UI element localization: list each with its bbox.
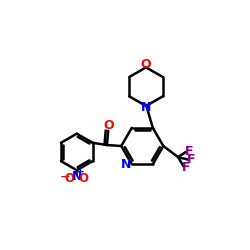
Text: O: O [64, 172, 74, 185]
Text: F: F [182, 160, 191, 173]
Text: −: − [60, 171, 70, 184]
Text: F: F [187, 153, 196, 166]
Text: O: O [79, 172, 89, 185]
Text: N: N [141, 102, 151, 114]
Text: N: N [121, 158, 132, 171]
Text: N: N [72, 170, 83, 183]
Text: O: O [104, 119, 114, 132]
Text: F: F [184, 145, 193, 158]
Text: +: + [76, 167, 85, 177]
Text: O: O [141, 58, 151, 71]
